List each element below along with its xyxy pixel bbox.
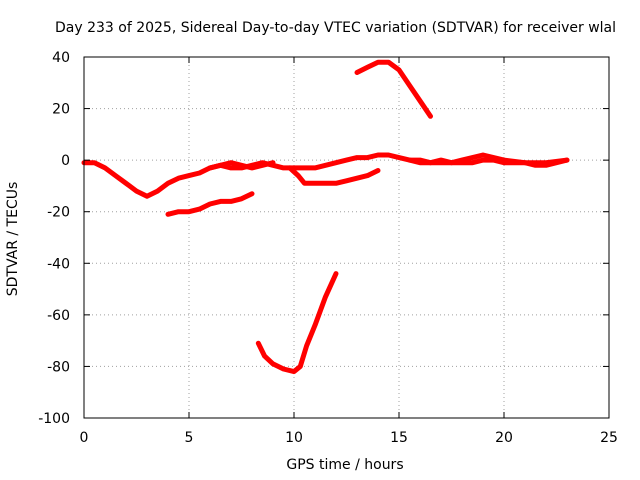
x-tick-label: 10 [285, 430, 303, 446]
y-tick-label: -60 [47, 308, 70, 324]
data-series-7 [407, 152, 570, 166]
x-axis-label: GPS time / hours [286, 457, 404, 473]
y-tick-label: 20 [52, 102, 70, 118]
data-series-6 [207, 160, 276, 171]
x-tick-label: 0 [80, 430, 89, 446]
data-series-1 [81, 152, 570, 199]
data-series-4 [255, 271, 339, 375]
x-tick-label: 15 [390, 430, 408, 446]
y-tick-label: 0 [61, 153, 70, 169]
y-tick-label: 40 [52, 50, 70, 66]
axis-ticks: 0 5 10 15 20 25 -100 -80 -60 -40 -20 0 20 40 [38, 50, 618, 446]
x-tick-label: 20 [495, 430, 513, 446]
x-tick-label: 5 [185, 430, 194, 446]
x-tick-label: 25 [600, 430, 618, 446]
data-series-5 [287, 165, 381, 186]
y-tick-label: -80 [47, 359, 70, 375]
data-series-2 [354, 59, 433, 119]
chart-title: Day 233 of 2025, Sidereal Day-to-day VTE… [55, 20, 617, 36]
plot-frame [83, 56, 610, 419]
data-series-group [81, 59, 570, 375]
data-series-3 [165, 191, 255, 217]
y-tick-label: -100 [38, 411, 70, 427]
y-tick-label: -20 [47, 205, 70, 221]
grid [84, 57, 609, 418]
y-tick-label: -40 [47, 256, 70, 272]
